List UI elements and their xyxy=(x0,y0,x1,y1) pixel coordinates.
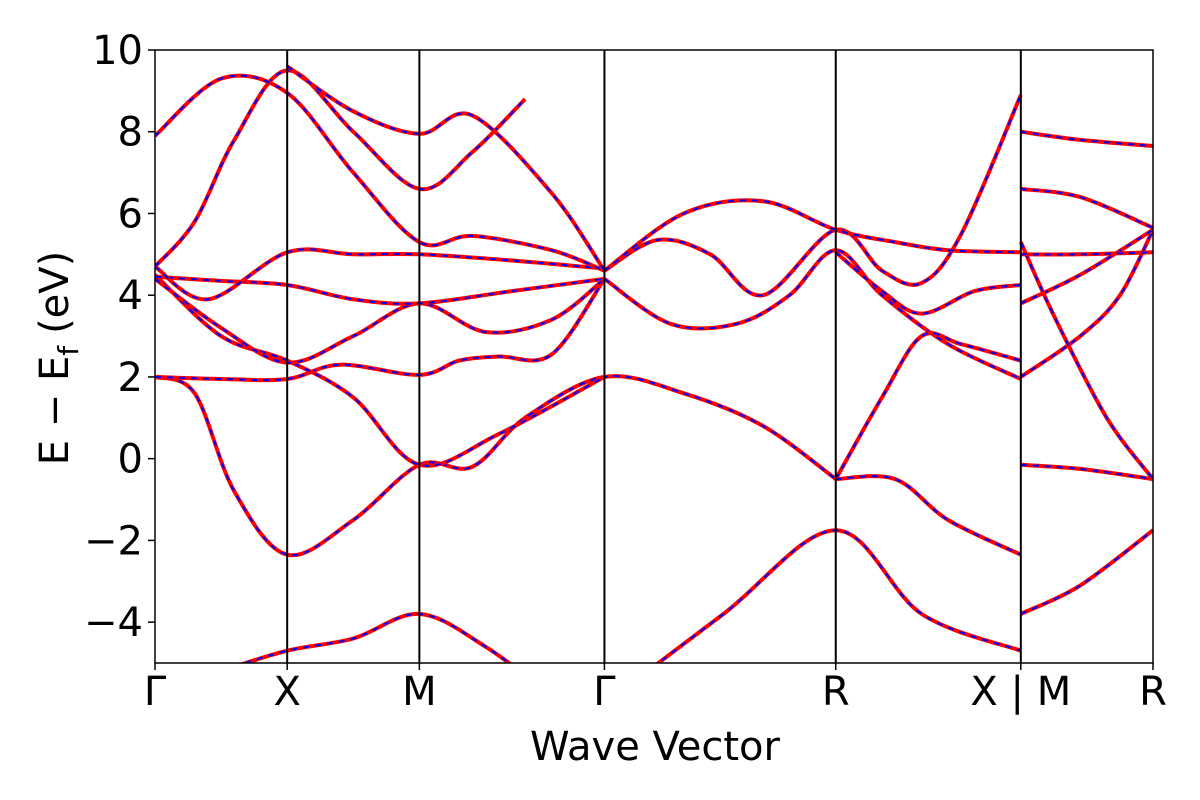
band-line-red-23 xyxy=(1020,186,1153,230)
x-tick-label-3: Γ xyxy=(593,669,616,715)
band-line-blue-13 xyxy=(834,332,1022,480)
plot-frame xyxy=(154,49,1154,664)
band-line-red-21 xyxy=(1018,241,1153,481)
y-axis-label-main: E − E xyxy=(32,356,78,466)
band-line-red-18 xyxy=(1019,528,1153,616)
y-tick-label-2: 0 xyxy=(118,437,143,483)
band-line-blue-17 xyxy=(1020,463,1153,481)
high-symmetry-lines xyxy=(286,50,1022,663)
band-line-blue-10 xyxy=(603,249,1022,380)
y-tick-label-7: 10 xyxy=(92,28,143,74)
band-line-blue-16 xyxy=(835,251,1021,315)
band-line-red-20 xyxy=(1019,228,1153,306)
band-line-red-5 xyxy=(155,274,605,306)
band-line-blue-21 xyxy=(1019,241,1153,480)
y-axis-label: E − Ef (eV) xyxy=(32,251,85,466)
x-axis-label: Wave Vector xyxy=(530,724,781,770)
x-axis-ticks: Γ X M Γ R X | M R xyxy=(144,663,1167,715)
band-line-red-13 xyxy=(834,331,1022,481)
x-tick-label-5: X | M xyxy=(970,669,1071,715)
band-line-blue-14 xyxy=(835,475,1022,556)
y-tick-label-6: 8 xyxy=(118,110,143,156)
y-axis-ticks: −4 −2 0 2 4 6 8 10 xyxy=(84,28,155,646)
band-line-blue-3 xyxy=(155,274,605,467)
band-line-red-6 xyxy=(155,247,605,302)
y-tick-label-3: 2 xyxy=(118,355,143,401)
band-line-blue-19 xyxy=(1020,229,1153,378)
band-line-blue-12 xyxy=(603,199,1021,272)
band-line-blue-11 xyxy=(603,94,1022,297)
x-tick-label-4: R xyxy=(822,669,850,715)
band-line-blue-9 xyxy=(286,65,606,272)
band-line-blue-4 xyxy=(155,278,606,364)
band-line-blue-24 xyxy=(1020,130,1153,147)
y-axis-label-unit: (eV) xyxy=(32,251,78,334)
band-line-blue-22 xyxy=(1020,251,1153,256)
x-tick-label-0: Γ xyxy=(144,669,167,715)
band-line-red-11 xyxy=(603,94,1023,298)
band-line-blue-20 xyxy=(1020,228,1153,305)
band-line-blue-8 xyxy=(155,74,605,272)
band-line-blue-0 xyxy=(242,612,511,663)
band-line-blue-18 xyxy=(1020,529,1153,615)
y-tick-label-1: −2 xyxy=(84,518,143,564)
band-lines xyxy=(155,64,1153,663)
band-line-red-15 xyxy=(655,528,1022,663)
band-line-blue-7 xyxy=(155,69,526,268)
band-line-red-0 xyxy=(239,611,513,663)
y-axis-label-group: E − Ef (eV) xyxy=(32,251,85,466)
band-line-blue-23 xyxy=(1020,187,1153,229)
x-tick-label-6: R xyxy=(1139,669,1167,715)
y-axis-label-subscript: f xyxy=(52,345,85,356)
band-line-red-16 xyxy=(834,250,1022,316)
y-tick-label-4: 4 xyxy=(118,273,143,319)
y-tick-label-5: 6 xyxy=(118,191,143,237)
band-line-red-4 xyxy=(155,277,606,365)
band-line-blue-15 xyxy=(656,529,1022,663)
x-tick-label-1: X xyxy=(273,669,300,715)
x-tick-label-2: M xyxy=(402,669,437,715)
y-tick-label-0: −4 xyxy=(84,600,143,646)
band-line-blue-1 xyxy=(155,375,837,557)
band-line-blue-6 xyxy=(155,248,605,301)
